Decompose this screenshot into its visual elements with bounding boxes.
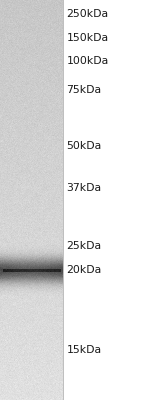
Text: 25kDa: 25kDa [66,241,102,251]
Text: 20kDa: 20kDa [66,265,102,275]
Text: 37kDa: 37kDa [66,183,102,193]
Text: 100kDa: 100kDa [66,56,109,66]
Text: 50kDa: 50kDa [66,141,102,151]
Text: 150kDa: 150kDa [66,33,109,43]
Text: 75kDa: 75kDa [66,85,102,95]
Text: 15kDa: 15kDa [66,345,102,355]
Text: 250kDa: 250kDa [66,9,109,19]
